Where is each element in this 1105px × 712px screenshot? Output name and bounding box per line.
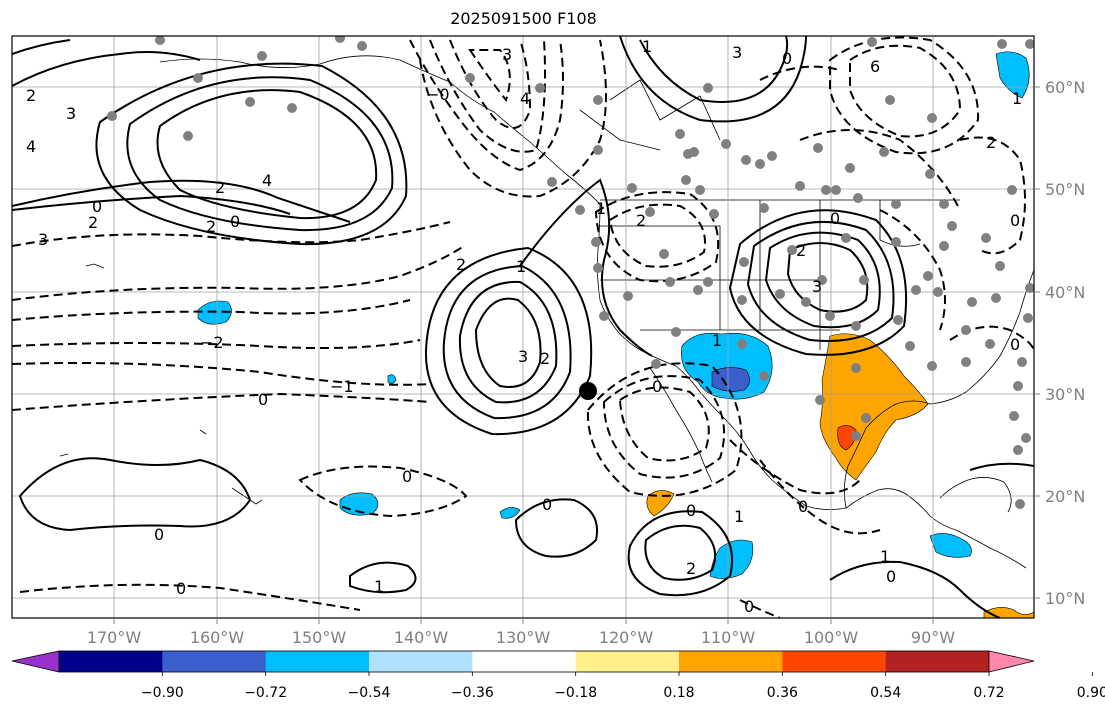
svg-text:4: 4 (520, 89, 530, 108)
colorbar-segment (679, 651, 783, 672)
svg-text:3: 3 (38, 230, 48, 249)
svg-text:2: 2 (986, 133, 996, 152)
svg-text:2: 2 (215, 178, 225, 197)
map-panel: 2 3 4 2 4 0 3 2 2 0 3 4 3 0 6 1 1 2 2 3 … (12, 36, 1034, 618)
colorbar-tick-label: −0.90 (141, 685, 184, 701)
svg-text:1: 1 (712, 331, 722, 350)
lat-label-50n: 50°N (1045, 180, 1085, 199)
svg-text:1: 1 (516, 257, 526, 276)
svg-text:1: 1 (880, 547, 890, 566)
svg-text:2: 2 (26, 86, 36, 105)
shaded-anomalies (197, 51, 1034, 618)
lon-label-110w: 110°W (701, 628, 756, 647)
gridlines (12, 36, 1034, 618)
colorbar-tick-label: 0.54 (870, 685, 901, 701)
colorbar-segment (472, 651, 577, 672)
lon-label-140w: 140°W (394, 628, 449, 647)
colorbar-tick-label: −0.54 (348, 685, 391, 701)
colorbar-segment (575, 651, 680, 672)
svg-text:1: 1 (1012, 89, 1022, 108)
colorbar-tick-label: 0.18 (663, 685, 694, 701)
svg-text:3: 3 (66, 104, 76, 123)
svg-text:0: 0 (230, 212, 240, 231)
colorbar-tick-label: −0.18 (554, 685, 597, 701)
colorbar-segments (58, 650, 990, 673)
svg-text:0: 0 (798, 497, 808, 516)
colorbar-segment (369, 651, 473, 672)
colorbar-extend-high (988, 650, 1035, 673)
colorbar-segment (782, 651, 887, 672)
svg-text:6: 6 (870, 57, 880, 76)
svg-text:1: 1 (642, 37, 652, 56)
svg-text:−2: −2 (200, 333, 224, 352)
lon-label-170w: 170°W (87, 628, 142, 647)
lon-label-160w: 160°W (190, 628, 245, 647)
svg-text:2: 2 (88, 213, 98, 232)
svg-text:0: 0 (92, 197, 102, 216)
svg-text:2: 2 (456, 255, 466, 274)
colorbar-extend-low (11, 650, 60, 673)
colorbar-segment (59, 651, 163, 672)
svg-text:0: 0 (258, 390, 268, 409)
svg-text:3: 3 (812, 277, 822, 296)
svg-text:4: 4 (26, 137, 36, 156)
svg-text:2: 2 (206, 217, 216, 236)
svg-text:3: 3 (502, 45, 512, 64)
svg-text:0: 0 (830, 209, 840, 228)
colorbar-segment (885, 651, 990, 672)
lat-label-60n: 60°N (1045, 78, 1085, 97)
contour-labels: 2 3 4 2 4 0 3 2 2 0 3 4 3 0 6 1 1 2 2 3 … (26, 37, 1022, 616)
svg-text:−0: −0 (426, 85, 450, 104)
svg-text:3: 3 (518, 347, 528, 366)
colorbar-tick-label: 0.72 (973, 685, 1004, 701)
colorbar-segment (265, 651, 370, 672)
svg-text:0: 0 (542, 495, 552, 514)
lon-axis (113, 618, 934, 624)
lat-label-20n: 20°N (1045, 487, 1085, 506)
lon-label-150w: 150°W (292, 628, 347, 647)
colorbar-tick-label: 0.90 (1077, 685, 1105, 701)
svg-text:0: 0 (652, 377, 662, 396)
lat-label-30n: 30°N (1045, 385, 1085, 404)
negative-contours (12, 36, 1034, 618)
svg-text:0: 0 (176, 579, 186, 598)
svg-text:2: 2 (796, 241, 806, 260)
svg-text:3: 3 (732, 43, 742, 62)
lat-axis (1034, 86, 1040, 599)
svg-text:0: 0 (782, 49, 792, 68)
lat-label-10n: 10°N (1045, 589, 1085, 608)
svg-text:0: 0 (744, 597, 754, 616)
svg-text:1: 1 (596, 199, 606, 218)
svg-text:1: 1 (734, 507, 744, 526)
svg-text:1: 1 (374, 577, 384, 596)
svg-text:2: 2 (540, 349, 550, 368)
lon-label-130w: 130°W (496, 628, 551, 647)
svg-text:2: 2 (686, 559, 696, 578)
colorbar: −0.90 −0.72 −0.54 −0.36 −0.18 0.18 0.36 0.54 0.7… (11, 650, 1105, 701)
svg-text:−1: −1 (330, 377, 354, 396)
svg-text:0: 0 (1010, 211, 1020, 230)
marker-dot (579, 382, 597, 400)
lon-label-100w: 100°W (804, 628, 859, 647)
lon-label-90w: 90°W (911, 628, 955, 647)
svg-text:0: 0 (886, 567, 896, 586)
svg-text:0: 0 (402, 467, 412, 486)
colorbar-segment (162, 651, 267, 672)
svg-text:2: 2 (636, 211, 646, 230)
positive-contours (12, 36, 1034, 618)
map-title: 2025091500 F108 (450, 9, 597, 28)
svg-text:0: 0 (1010, 335, 1020, 354)
svg-text:0: 0 (154, 525, 164, 544)
svg-text:4: 4 (262, 171, 272, 190)
colorbar-tick-label: −0.72 (244, 685, 287, 701)
svg-text:0: 0 (686, 501, 696, 520)
colorbar-tick-label: −0.36 (451, 685, 494, 701)
lat-label-40n: 40°N (1045, 283, 1085, 302)
lon-label-120w: 120°W (599, 628, 654, 647)
station-dots (107, 36, 1034, 509)
colorbar-tick-label: 0.36 (767, 685, 798, 701)
